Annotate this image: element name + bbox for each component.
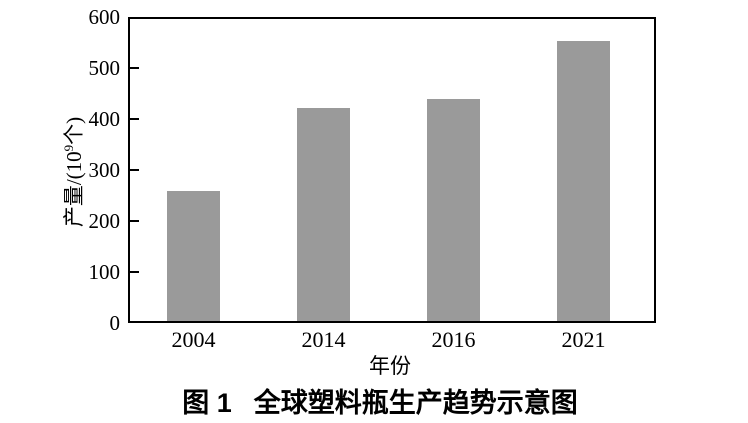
figure-caption-text: 全球塑料瓶生产趋势示意图 xyxy=(253,388,578,418)
x-tick-label-2016: 2016 xyxy=(431,327,476,352)
y-tick-mark-300 xyxy=(130,169,139,171)
plot-area xyxy=(128,17,656,323)
bar-2021 xyxy=(557,41,610,323)
y-tick-label-0: 0 xyxy=(109,311,121,335)
x-tick-label-2014: 2014 xyxy=(301,327,346,352)
y-tick-label-600: 600 xyxy=(88,5,121,29)
y-tick-label-100: 100 xyxy=(88,260,121,284)
y-axis-title-superscript: 9 xyxy=(61,144,76,152)
x-axis-title: 年份 xyxy=(369,354,411,378)
y-tick-mark-100 xyxy=(130,271,139,273)
y-tick-label-200: 200 xyxy=(88,209,121,233)
figure-caption-label: 图 1 xyxy=(182,388,232,418)
y-tick-mark-400 xyxy=(130,118,139,120)
figure-caption: 图 1 全球塑料瓶生产趋势示意图 xyxy=(182,381,578,420)
y-tick-label-300: 300 xyxy=(88,158,121,182)
x-tick-label-2004: 2004 xyxy=(171,327,216,352)
bar-2004 xyxy=(167,191,220,323)
bar-2016 xyxy=(427,99,480,323)
y-tick-mark-500 xyxy=(130,67,139,69)
y-tick-label-400: 400 xyxy=(88,107,121,131)
x-tick-label-2021: 2021 xyxy=(561,327,606,352)
y-tick-mark-200 xyxy=(130,220,139,222)
y-tick-label-500: 500 xyxy=(88,56,121,80)
bar-2014 xyxy=(297,108,350,323)
